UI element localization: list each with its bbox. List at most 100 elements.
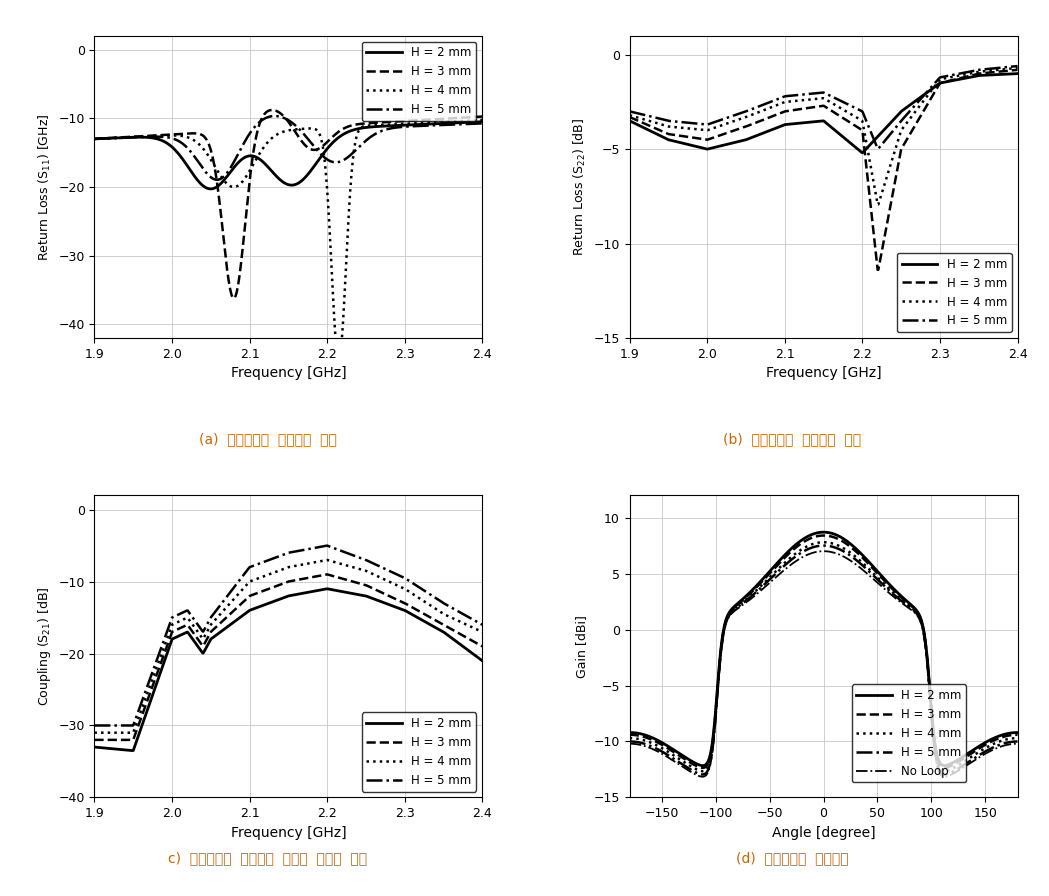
H = 5 mm — [623, 737, 636, 747]
H = 5 mm — [799, 89, 812, 99]
H = 3 mm — [476, 641, 489, 651]
H = 3 mm — [723, 607, 735, 618]
H = 3 mm — [88, 735, 101, 745]
H = 5 mm — [872, 143, 884, 154]
H = 4 mm — [321, 555, 334, 565]
Line: H = 2 mm: H = 2 mm — [629, 532, 1018, 765]
H = 2 mm — [382, 599, 394, 609]
H = 2 mm — [321, 583, 334, 594]
H = 5 mm — [321, 540, 334, 551]
H = 2 mm — [476, 655, 489, 666]
H = 3 mm — [872, 264, 884, 275]
H = 4 mm — [623, 110, 636, 121]
H = 3 mm — [348, 576, 361, 587]
H = 3 mm — [476, 111, 489, 122]
No Loop — [695, 771, 708, 782]
H = 3 mm — [188, 629, 200, 640]
H = 4 mm — [317, 556, 329, 566]
H = 4 mm — [723, 117, 735, 128]
H = 4 mm — [381, 119, 393, 130]
H = 5 mm — [263, 555, 276, 565]
H = 4 mm — [263, 569, 276, 580]
H = 5 mm — [156, 132, 169, 142]
H = 3 mm — [1011, 65, 1024, 75]
H = 3 mm — [317, 570, 329, 581]
H = 5 mm — [817, 540, 830, 551]
H = 3 mm — [799, 103, 812, 114]
H = 5 mm — [264, 111, 277, 122]
H = 3 mm — [88, 134, 101, 144]
H = 2 mm — [157, 658, 170, 668]
H = 2 mm — [724, 606, 736, 616]
H = 2 mm — [692, 142, 705, 152]
Line: H = 4 mm: H = 4 mm — [629, 542, 1018, 771]
H = 5 mm — [381, 564, 393, 575]
H = 3 mm — [883, 206, 896, 217]
Line: H = 4 mm: H = 4 mm — [94, 560, 483, 733]
Line: H = 3 mm: H = 3 mm — [629, 536, 1018, 768]
Line: H = 5 mm: H = 5 mm — [629, 66, 1018, 149]
H = 2 mm — [205, 184, 217, 194]
X-axis label: Frequency [GHz]: Frequency [GHz] — [766, 366, 881, 380]
Legend: H = 2 mm, H = 3 mm, H = 4 mm, H = 5 mm: H = 2 mm, H = 3 mm, H = 4 mm, H = 5 mm — [897, 253, 1011, 332]
H = 2 mm — [817, 527, 830, 538]
H = 5 mm — [853, 557, 865, 568]
H = 5 mm — [88, 134, 101, 144]
No Loop — [917, 625, 929, 636]
H = 2 mm — [623, 728, 636, 738]
H = 3 mm — [264, 105, 277, 116]
H = 4 mm — [333, 355, 345, 366]
H = 3 mm — [692, 762, 705, 772]
H = 4 mm — [623, 733, 636, 744]
H = 5 mm — [917, 624, 929, 634]
H = 4 mm — [799, 95, 812, 106]
H = 5 mm — [188, 614, 200, 625]
Line: H = 3 mm: H = 3 mm — [629, 70, 1018, 270]
X-axis label: Angle [degree]: Angle [degree] — [772, 826, 876, 840]
H = 3 mm — [263, 583, 276, 594]
H = 3 mm — [623, 729, 636, 740]
H = 4 mm — [188, 622, 200, 633]
H = 2 mm — [917, 621, 929, 632]
H = 2 mm — [856, 147, 869, 158]
H = 2 mm — [156, 135, 169, 146]
H = 2 mm — [799, 532, 812, 543]
H = 5 mm — [724, 608, 736, 619]
No Loop — [623, 738, 636, 749]
H = 4 mm — [852, 113, 864, 124]
H = 3 mm — [692, 133, 705, 143]
H = 2 mm — [723, 138, 735, 149]
Line: H = 3 mm: H = 3 mm — [94, 110, 483, 298]
H = 4 mm — [723, 609, 735, 620]
H = 5 mm — [883, 130, 896, 141]
H = 4 mm — [156, 644, 169, 655]
No Loop — [1011, 738, 1024, 749]
H = 4 mm — [381, 575, 393, 586]
H = 3 mm — [799, 536, 812, 547]
Text: (a)  방사소자의  반사계수  특성: (a) 방사소자의 반사계수 특성 — [198, 433, 337, 446]
H = 4 mm — [938, 766, 950, 777]
Text: (b)  기생소자의  반사계수  특성: (b) 기생소자의 반사계수 특성 — [723, 433, 861, 446]
H = 2 mm — [623, 116, 636, 126]
Line: H = 3 mm: H = 3 mm — [94, 574, 483, 740]
Line: H = 4 mm: H = 4 mm — [94, 120, 483, 360]
Line: No Loop: No Loop — [629, 551, 1018, 777]
H = 2 mm — [883, 118, 896, 129]
H = 5 mm — [883, 586, 896, 597]
H = 2 mm — [126, 745, 138, 756]
H = 5 mm — [382, 124, 394, 134]
Text: (d)  방사소자의  이득특성: (d) 방사소자의 이득특성 — [735, 851, 849, 865]
H = 5 mm — [695, 769, 708, 780]
H = 4 mm — [872, 199, 884, 210]
H = 5 mm — [476, 118, 489, 129]
H = 3 mm — [817, 530, 830, 541]
H = 3 mm — [623, 112, 636, 123]
H = 5 mm — [916, 91, 928, 102]
H = 2 mm — [883, 580, 896, 590]
H = 5 mm — [723, 112, 735, 123]
H = 4 mm — [916, 97, 928, 108]
H = 2 mm — [799, 117, 812, 128]
H = 3 mm — [228, 293, 240, 304]
H = 4 mm — [476, 626, 489, 637]
No Loop — [692, 771, 705, 781]
